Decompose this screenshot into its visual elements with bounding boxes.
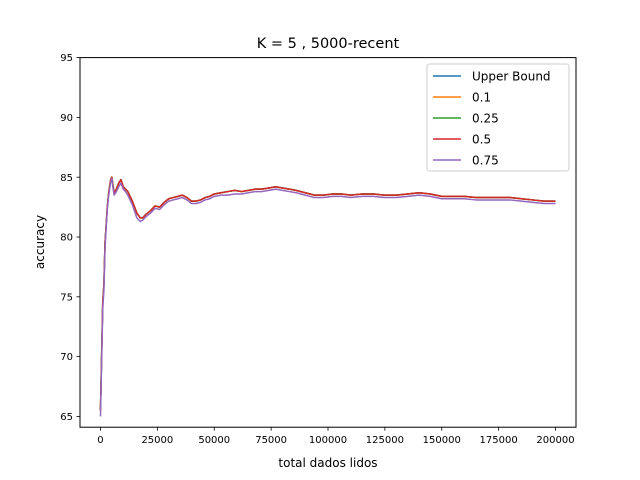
- y-axis: 65 70 75 80 85 90 95: [60, 53, 80, 423]
- y-tick-label: 80: [60, 233, 73, 244]
- legend-label: 0.25: [472, 112, 499, 126]
- series-line-3: [99, 176, 556, 411]
- legend-label: Upper Bound: [472, 70, 551, 84]
- legend-box: [426, 63, 570, 172]
- legend-label: 0.75: [472, 154, 499, 168]
- x-tick-label: 100000: [309, 435, 347, 446]
- x-tick-label: 75000: [255, 435, 287, 446]
- legend-label: 0.5: [472, 133, 491, 147]
- x-axis: 0 25000 50000 75000 100000 125000 150000 175000…: [97, 427, 575, 446]
- y-tick-label: 70: [60, 352, 73, 363]
- y-tick-label: 90: [60, 113, 73, 124]
- x-tick-label: 0: [97, 435, 103, 446]
- x-tick-label: 175000: [480, 435, 518, 446]
- legend: Upper Bound 0.1 0.25 0.5 0.75: [426, 63, 570, 172]
- legend-label: 0.1: [472, 91, 491, 105]
- x-tick-label: 200000: [536, 435, 574, 446]
- x-tick-label: 125000: [366, 435, 404, 446]
- y-tick-label: 65: [60, 412, 73, 423]
- y-tick-label: 95: [60, 53, 73, 64]
- series-line-4: [99, 177, 556, 417]
- y-tick-label: 85: [60, 173, 73, 184]
- x-tick-label: 25000: [141, 435, 173, 446]
- x-tick-label: 50000: [198, 435, 230, 446]
- y-tick-label: 75: [60, 292, 73, 303]
- chart-title: K = 5 , 5000-recent: [257, 36, 400, 52]
- x-axis-label: total dados lidos: [278, 456, 377, 470]
- x-tick-label: 150000: [423, 435, 461, 446]
- plot-series-group: [99, 176, 556, 417]
- y-axis-label: accuracy: [33, 215, 47, 269]
